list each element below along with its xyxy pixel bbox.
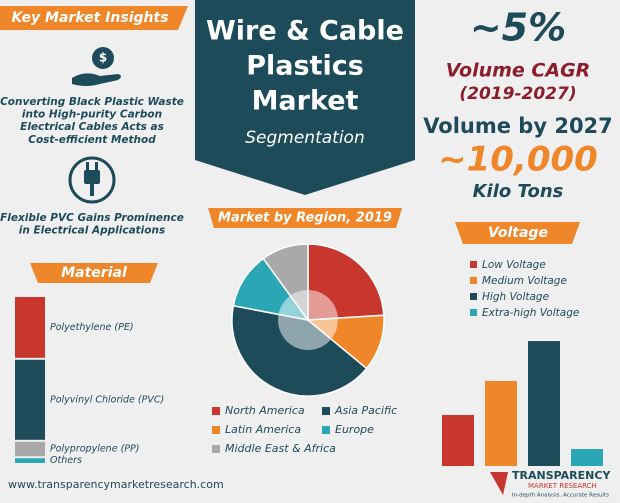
legend-swatch xyxy=(322,407,330,415)
voltage-banner xyxy=(455,222,580,244)
legend-swatch xyxy=(212,407,220,415)
brand: TRANSPARENCY xyxy=(512,469,611,482)
title: Plastics xyxy=(246,51,364,82)
region-banner xyxy=(208,208,402,228)
logo: TRANSPARENCY MARKET RESEARCH In-depth An… xyxy=(490,469,611,499)
material-banner xyxy=(30,263,158,283)
title-banner xyxy=(195,0,415,195)
insight-text: Flexible PVC Gains Prominence in Electric… xyxy=(0,212,184,237)
legend-swatch xyxy=(470,293,477,300)
legend-swatch xyxy=(470,261,477,268)
insights-banner xyxy=(0,6,188,30)
bar xyxy=(442,415,474,466)
title: Market xyxy=(252,86,359,117)
legend-label: Polyvinyl Chloride (PVC) xyxy=(50,394,164,405)
legend-label: Low Voltage xyxy=(482,259,546,271)
legend-label: North America xyxy=(225,404,305,417)
bar xyxy=(528,341,560,466)
chart-title: Material xyxy=(61,265,127,281)
legend-label: Polypropylene (PP) xyxy=(50,444,139,455)
pie-center xyxy=(278,290,338,350)
cagr-period: (2019-2027) xyxy=(459,84,576,104)
bar xyxy=(571,449,603,466)
bar-segment xyxy=(15,297,45,358)
legend-swatch xyxy=(212,426,220,434)
bar-segment xyxy=(15,441,45,457)
insights-title: Key Market Insights xyxy=(11,10,168,26)
subtitle: Segmentation xyxy=(245,128,364,148)
legend-swatch xyxy=(470,277,477,284)
svg-text:$: $ xyxy=(99,51,107,65)
legend-label: Middle East & Africa xyxy=(225,442,336,455)
legend-label: Asia Pacific xyxy=(334,404,397,417)
legend-label: High Voltage xyxy=(482,291,549,303)
legend-label: Others xyxy=(50,455,82,466)
legend-label: Latin America xyxy=(225,423,301,436)
legend-swatch xyxy=(322,426,330,434)
volume-value: ~10,000 xyxy=(438,140,598,180)
title: Wire & Cable xyxy=(206,16,404,47)
pie-slice xyxy=(231,304,368,397)
footer xyxy=(0,470,620,503)
brand-sub: MARKET RESEARCH xyxy=(528,482,597,490)
bar xyxy=(485,381,517,466)
legend-swatch xyxy=(470,309,477,316)
volume-label: Volume by 2027 xyxy=(423,114,613,138)
bar-segment xyxy=(15,458,45,463)
legend-label: Europe xyxy=(335,423,374,436)
bar-segment xyxy=(15,359,45,440)
legend-swatch xyxy=(212,445,220,453)
tagline: In-depth Analysis. Accurate Results xyxy=(512,493,609,499)
footer-url: www.transparencymarketresearch.com xyxy=(8,478,224,491)
money-icon: $ xyxy=(72,47,121,86)
chart-title: Market by Region, 2019 xyxy=(218,211,392,226)
cagr-value: ~5% xyxy=(470,6,566,50)
cagr-label: Volume CAGR xyxy=(446,60,591,82)
volume-unit: Kilo Tons xyxy=(473,181,564,202)
chart-title: Voltage xyxy=(488,225,548,241)
legend-label: Extra-high Voltage xyxy=(482,307,579,319)
legend-label: Medium Voltage xyxy=(482,275,567,287)
plug-icon xyxy=(68,156,116,204)
legend-label: Polyethylene (PE) xyxy=(50,322,134,333)
insight-text: Converting Black Plastic Waste into High-… xyxy=(0,96,184,146)
